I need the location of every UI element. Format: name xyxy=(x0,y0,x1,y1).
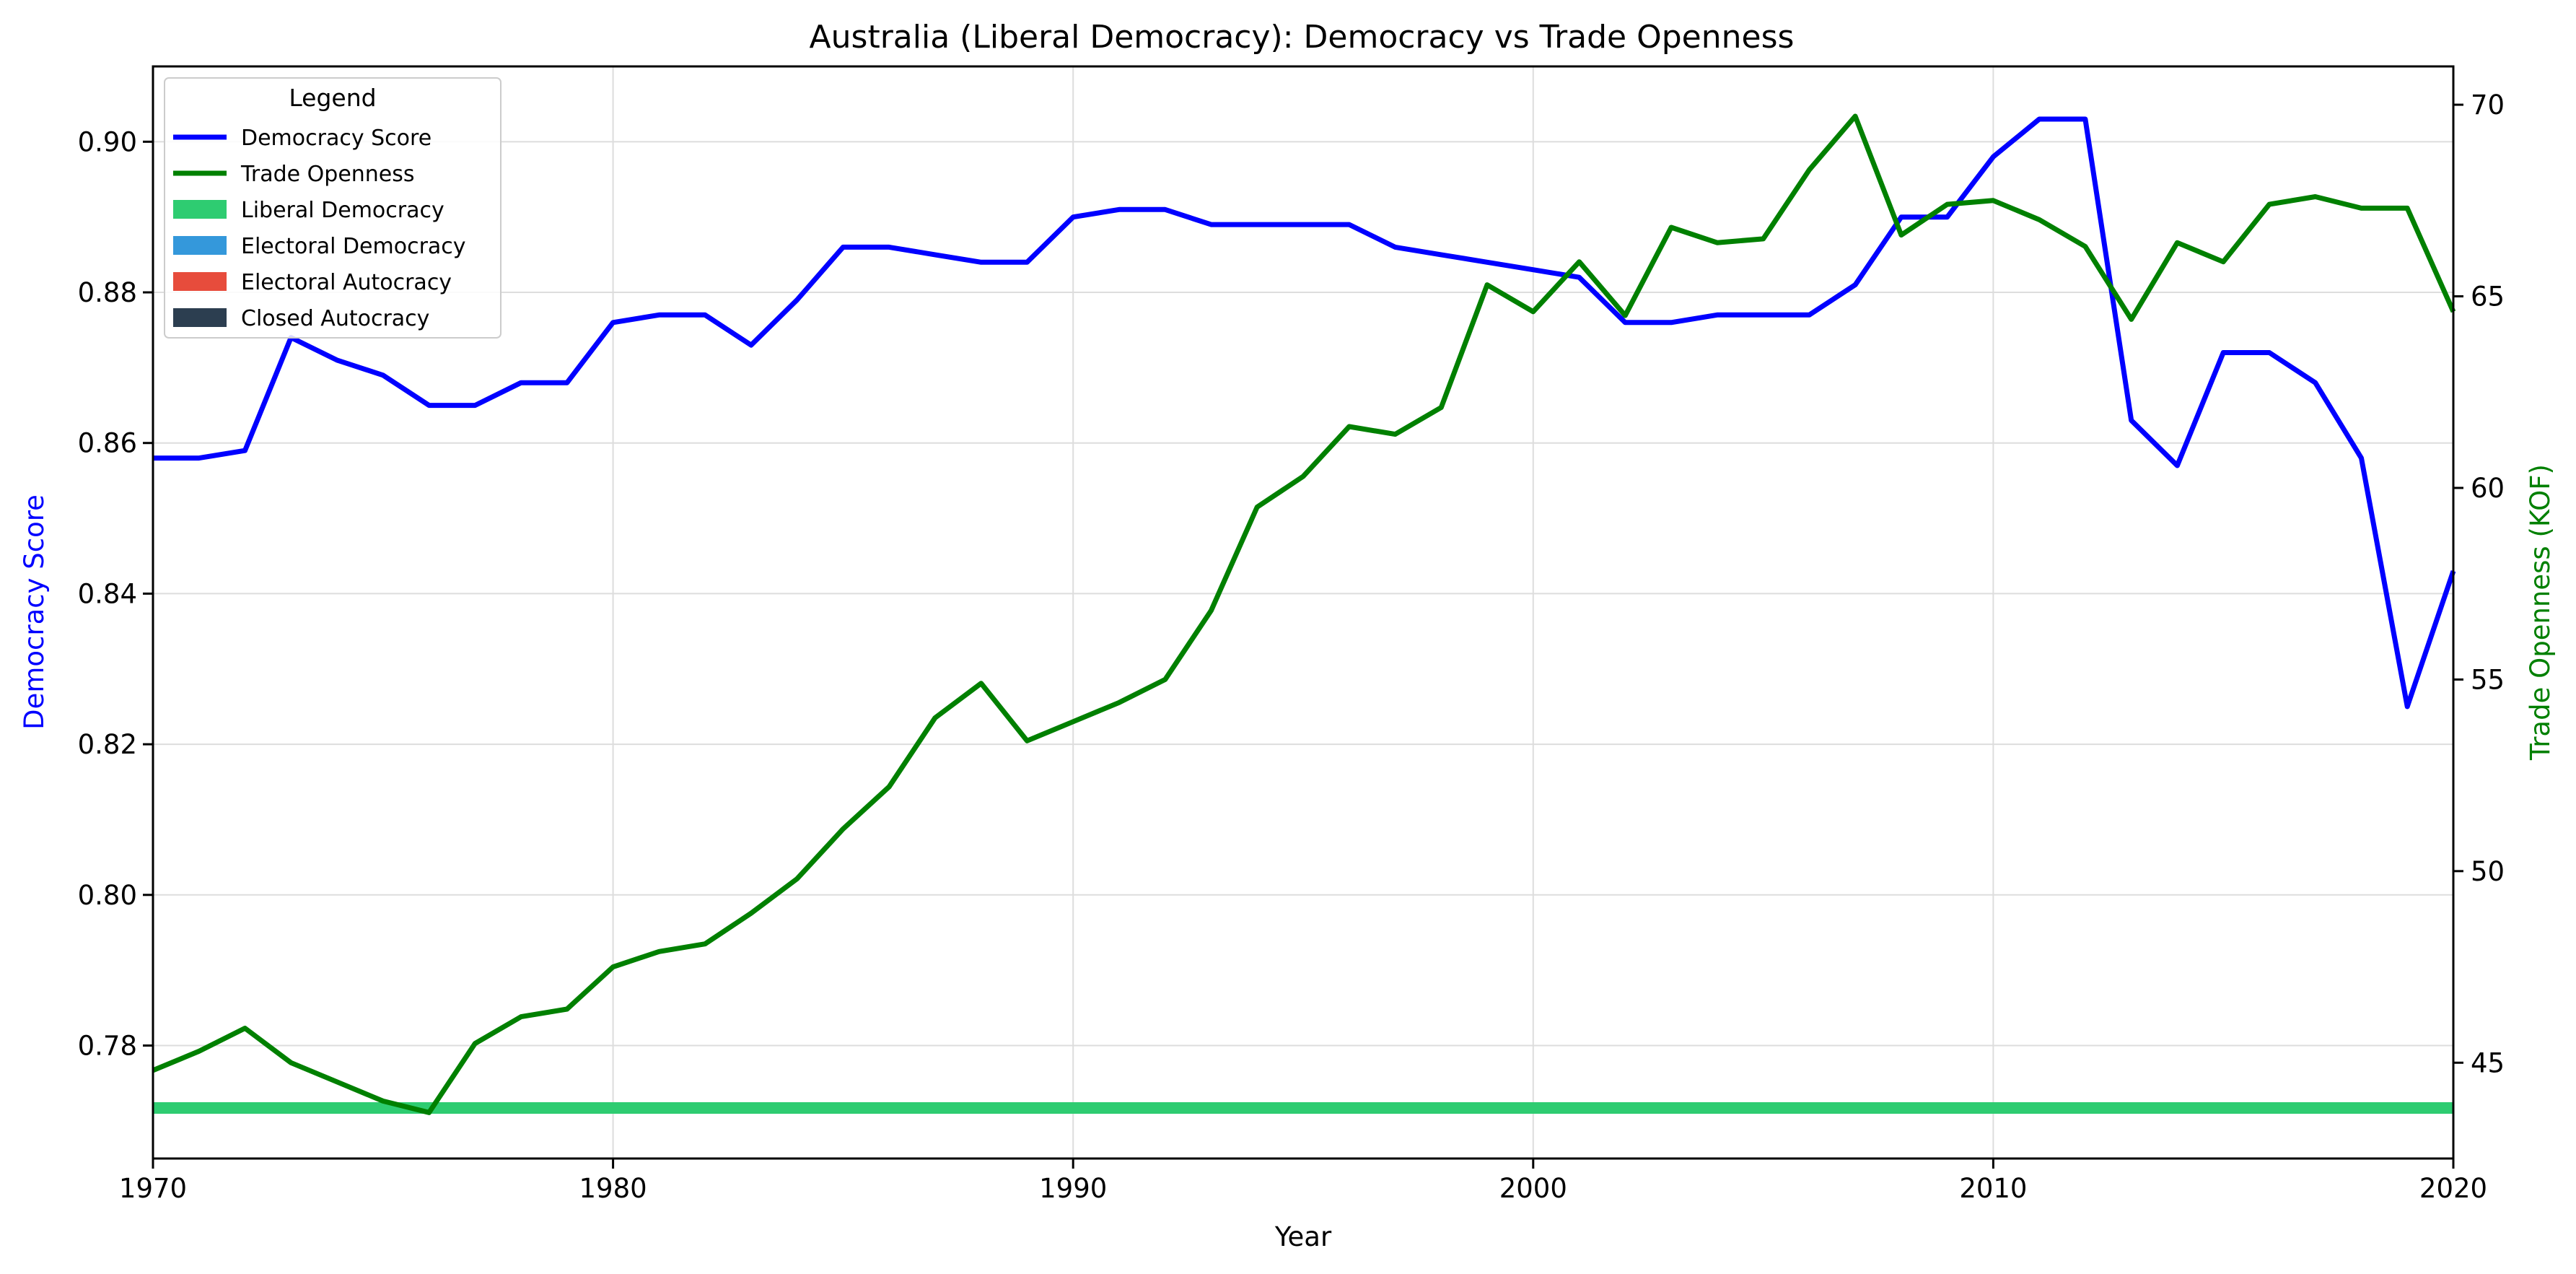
legend-label-democracy-score: Democracy Score xyxy=(241,126,431,151)
y-right-tick-label: 70 xyxy=(2471,90,2505,121)
legend-label-electoral-autocracy: Electoral Autocracy xyxy=(241,270,452,295)
x-tick-label: 2000 xyxy=(1499,1173,1567,1204)
legend-label-electoral-democracy: Electoral Democracy xyxy=(241,234,466,259)
y-left-tick-label: 0.78 xyxy=(78,1030,137,1061)
legend-box xyxy=(164,77,501,339)
legend-swatch-electoral-autocracy xyxy=(173,272,227,291)
y-axis-right: 45 50 55 60 65 70 xyxy=(2453,90,2505,1078)
regime-band-layer xyxy=(153,1102,2453,1114)
y-left-tick-label: 0.82 xyxy=(78,729,137,760)
legend: Legend Democracy Score Trade Openness Libe… xyxy=(164,77,501,339)
x-tick-label: 2020 xyxy=(2419,1173,2487,1204)
chart-title: Australia (Liberal Democracy): Democracy… xyxy=(810,19,1795,56)
legend-label-trade-openness: Trade Openness xyxy=(240,162,415,187)
y-axis-right-title: Trade Openness (KOF) xyxy=(2525,464,2556,761)
legend-label-liberal-democracy: Liberal Democracy xyxy=(241,198,444,223)
y-right-tick-label: 55 xyxy=(2471,664,2505,695)
x-axis-title: Year xyxy=(1274,1221,1332,1252)
series-line-democracy-score xyxy=(153,116,2456,710)
y-right-tick-label: 45 xyxy=(2471,1047,2505,1078)
x-tick-label: 1980 xyxy=(579,1173,647,1204)
legend-title: Legend xyxy=(289,84,376,112)
y-right-tick-label: 60 xyxy=(2471,473,2505,504)
legend-swatch-electoral-democracy xyxy=(173,236,227,255)
y-axis-left: 0.78 0.80 0.82 0.84 0.86 0.88 0.90 xyxy=(78,126,153,1061)
plot-frame xyxy=(152,65,2455,1160)
y-right-tick-label: 50 xyxy=(2471,856,2505,887)
y-left-tick-label: 0.88 xyxy=(78,277,137,308)
y-left-tick-label: 0.84 xyxy=(78,578,137,609)
x-tick-label: 2010 xyxy=(1959,1173,2027,1204)
y-left-tick-label: 0.80 xyxy=(78,880,137,911)
regime-band-liberal-democracy xyxy=(153,1102,2453,1114)
x-axis: 1970 1980 1990 2000 2010 2020 xyxy=(119,1159,2487,1204)
y-right-tick-label: 65 xyxy=(2471,282,2505,313)
x-tick-label: 1970 xyxy=(119,1173,187,1204)
legend-swatch-closed-autocracy xyxy=(173,308,227,327)
grid xyxy=(152,66,2454,1159)
series-line-trade-openness xyxy=(152,113,2456,1115)
legend-swatch-liberal-democracy xyxy=(173,200,227,219)
series-layer xyxy=(152,113,2456,1115)
y-left-tick-label: 0.90 xyxy=(78,126,137,157)
x-tick-label: 1990 xyxy=(1039,1173,1107,1204)
y-left-tick-label: 0.86 xyxy=(78,428,137,459)
legend-label-closed-autocracy: Closed Autocracy xyxy=(241,306,429,331)
y-axis-left-title: Democracy Score xyxy=(19,494,50,730)
legend-entries: Democracy Score Trade Openness Liberal Dem… xyxy=(173,126,466,331)
